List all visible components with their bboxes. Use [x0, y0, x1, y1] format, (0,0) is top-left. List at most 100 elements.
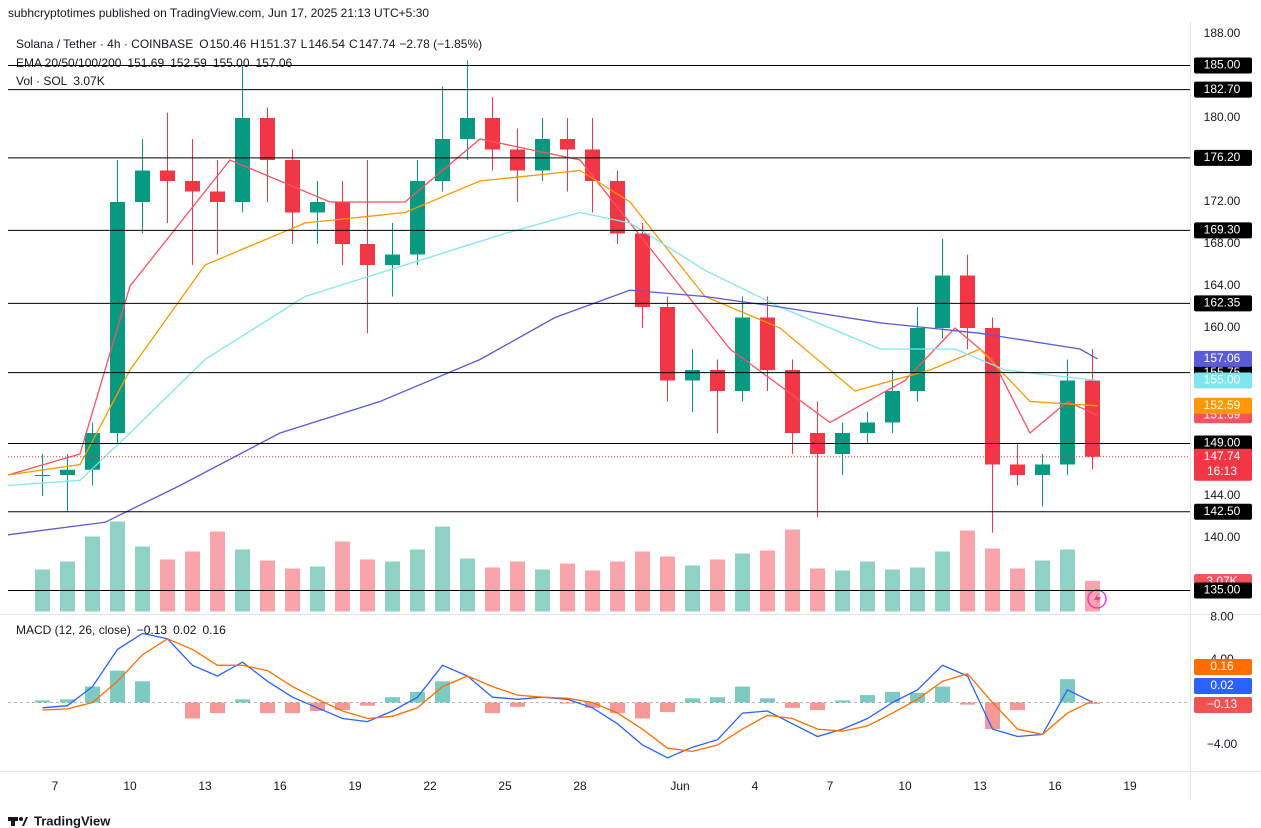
candle-body	[310, 202, 325, 213]
x-tick-label: 16	[273, 779, 287, 793]
level-label: 142.50	[1204, 504, 1241, 518]
macd-line	[42, 638, 1093, 753]
macd-histogram-bar	[910, 692, 925, 703]
x-tick-label: 16	[1048, 779, 1062, 793]
x-tick-label: 19	[348, 779, 362, 793]
candle-body	[985, 328, 1000, 465]
candle-body	[935, 275, 950, 328]
volume-bar	[910, 567, 925, 612]
candle-body	[435, 139, 450, 181]
macd-value-label: 0.02	[1210, 678, 1234, 692]
macd-histogram-bar	[1085, 702, 1100, 704]
macd-value-label: −0.13	[1207, 697, 1238, 711]
x-tick-label: 25	[498, 779, 512, 793]
level-label: 182.70	[1204, 82, 1241, 96]
candle-body	[235, 118, 250, 202]
ema-line	[7, 138, 1098, 476]
legend-text: 152.59	[170, 56, 207, 70]
x-tick-label: 13	[198, 779, 212, 793]
legend-text: 157.06	[256, 56, 293, 70]
macd-histogram-bar	[660, 702, 675, 713]
macd-histogram-bar	[310, 702, 325, 712]
volume-bar	[85, 536, 100, 612]
level-box	[1194, 149, 1252, 166]
volume-bar	[985, 548, 1000, 612]
macd-histogram-bar	[710, 697, 725, 703]
macd-histogram-bar	[35, 700, 50, 703]
macd-histogram-bar	[285, 702, 300, 714]
volume-bar	[135, 546, 150, 612]
macd-line	[42, 632, 1093, 759]
level-box	[1194, 582, 1252, 599]
level-box	[1194, 295, 1252, 312]
volume-bar	[310, 566, 325, 612]
x-tick-label: 28	[573, 779, 587, 793]
level-box	[1194, 503, 1252, 520]
countdown-label: 16:13	[1207, 464, 1237, 478]
macd-histogram-bar	[685, 698, 700, 703]
candle-body	[335, 202, 350, 244]
candle-body	[360, 244, 375, 265]
macd-histogram-bar	[1010, 702, 1025, 710]
y-tick-label: 168.00	[1204, 236, 1241, 250]
volume-bar	[110, 521, 125, 612]
ema-line	[7, 169, 1098, 476]
legend-text: 0.16	[202, 623, 226, 637]
candle-body	[110, 202, 125, 433]
ema-value-label: 157.06	[1204, 351, 1241, 365]
candle-body	[760, 317, 775, 370]
ema-value-box	[1194, 397, 1252, 414]
volume-bar	[335, 541, 350, 612]
candle-body	[1035, 464, 1050, 475]
legend-text: −0.13	[137, 623, 168, 637]
y-tick-label: 160.00	[1204, 320, 1241, 334]
candle-body	[160, 170, 175, 181]
candle-body	[535, 139, 550, 171]
legend-text: C	[349, 37, 358, 51]
last-price-box	[1194, 448, 1252, 481]
macd-histogram-bar	[110, 670, 125, 703]
x-tick-label: 22	[423, 779, 437, 793]
candle-body	[1085, 380, 1100, 457]
volume-bar	[485, 567, 500, 612]
macd-value-box	[1194, 659, 1252, 675]
last-price-label: 147.74	[1204, 449, 1241, 463]
ema-value-label: 155.00	[1204, 373, 1241, 387]
volume-bar	[960, 530, 975, 612]
candle-body	[185, 181, 200, 192]
x-tick-label: 19	[1123, 779, 1137, 793]
x-tick-label: 7	[52, 779, 59, 793]
volume-bar	[635, 551, 650, 612]
candle-body	[260, 118, 275, 160]
volume-bar	[185, 551, 200, 612]
volume-bar	[760, 550, 775, 612]
candle-body	[910, 328, 925, 391]
candle-body	[410, 181, 425, 255]
candle-body	[685, 370, 700, 381]
y-tick-label: 144.00	[1204, 488, 1241, 502]
macd-histogram-bar	[860, 695, 875, 703]
volume-bar	[1085, 580, 1100, 612]
candle-body	[385, 254, 400, 265]
legend-text: 150.46	[210, 37, 247, 51]
legend-text: 146.54	[308, 37, 345, 51]
candle-body	[960, 275, 975, 328]
macd-histogram-bar	[235, 699, 250, 703]
candle-body	[660, 307, 675, 381]
level-label: 162.35	[1204, 295, 1241, 309]
candle-body	[485, 118, 500, 150]
macd-histogram-bar	[585, 702, 600, 708]
legend-text: 0.02	[173, 623, 197, 637]
macd-histogram-bar	[885, 691, 900, 703]
ema-value-label: 152.59	[1204, 398, 1241, 412]
candle-body	[585, 149, 600, 181]
level-label: 135.00	[1204, 583, 1241, 597]
macd-histogram-bar	[935, 686, 950, 703]
ema-value-box	[1194, 350, 1252, 367]
volume-bar	[460, 558, 475, 612]
macd-histogram-bar	[760, 698, 775, 703]
macd-histogram-bar	[435, 681, 450, 703]
ema-value-box	[1194, 372, 1252, 389]
macd-histogram-bar	[835, 700, 850, 703]
